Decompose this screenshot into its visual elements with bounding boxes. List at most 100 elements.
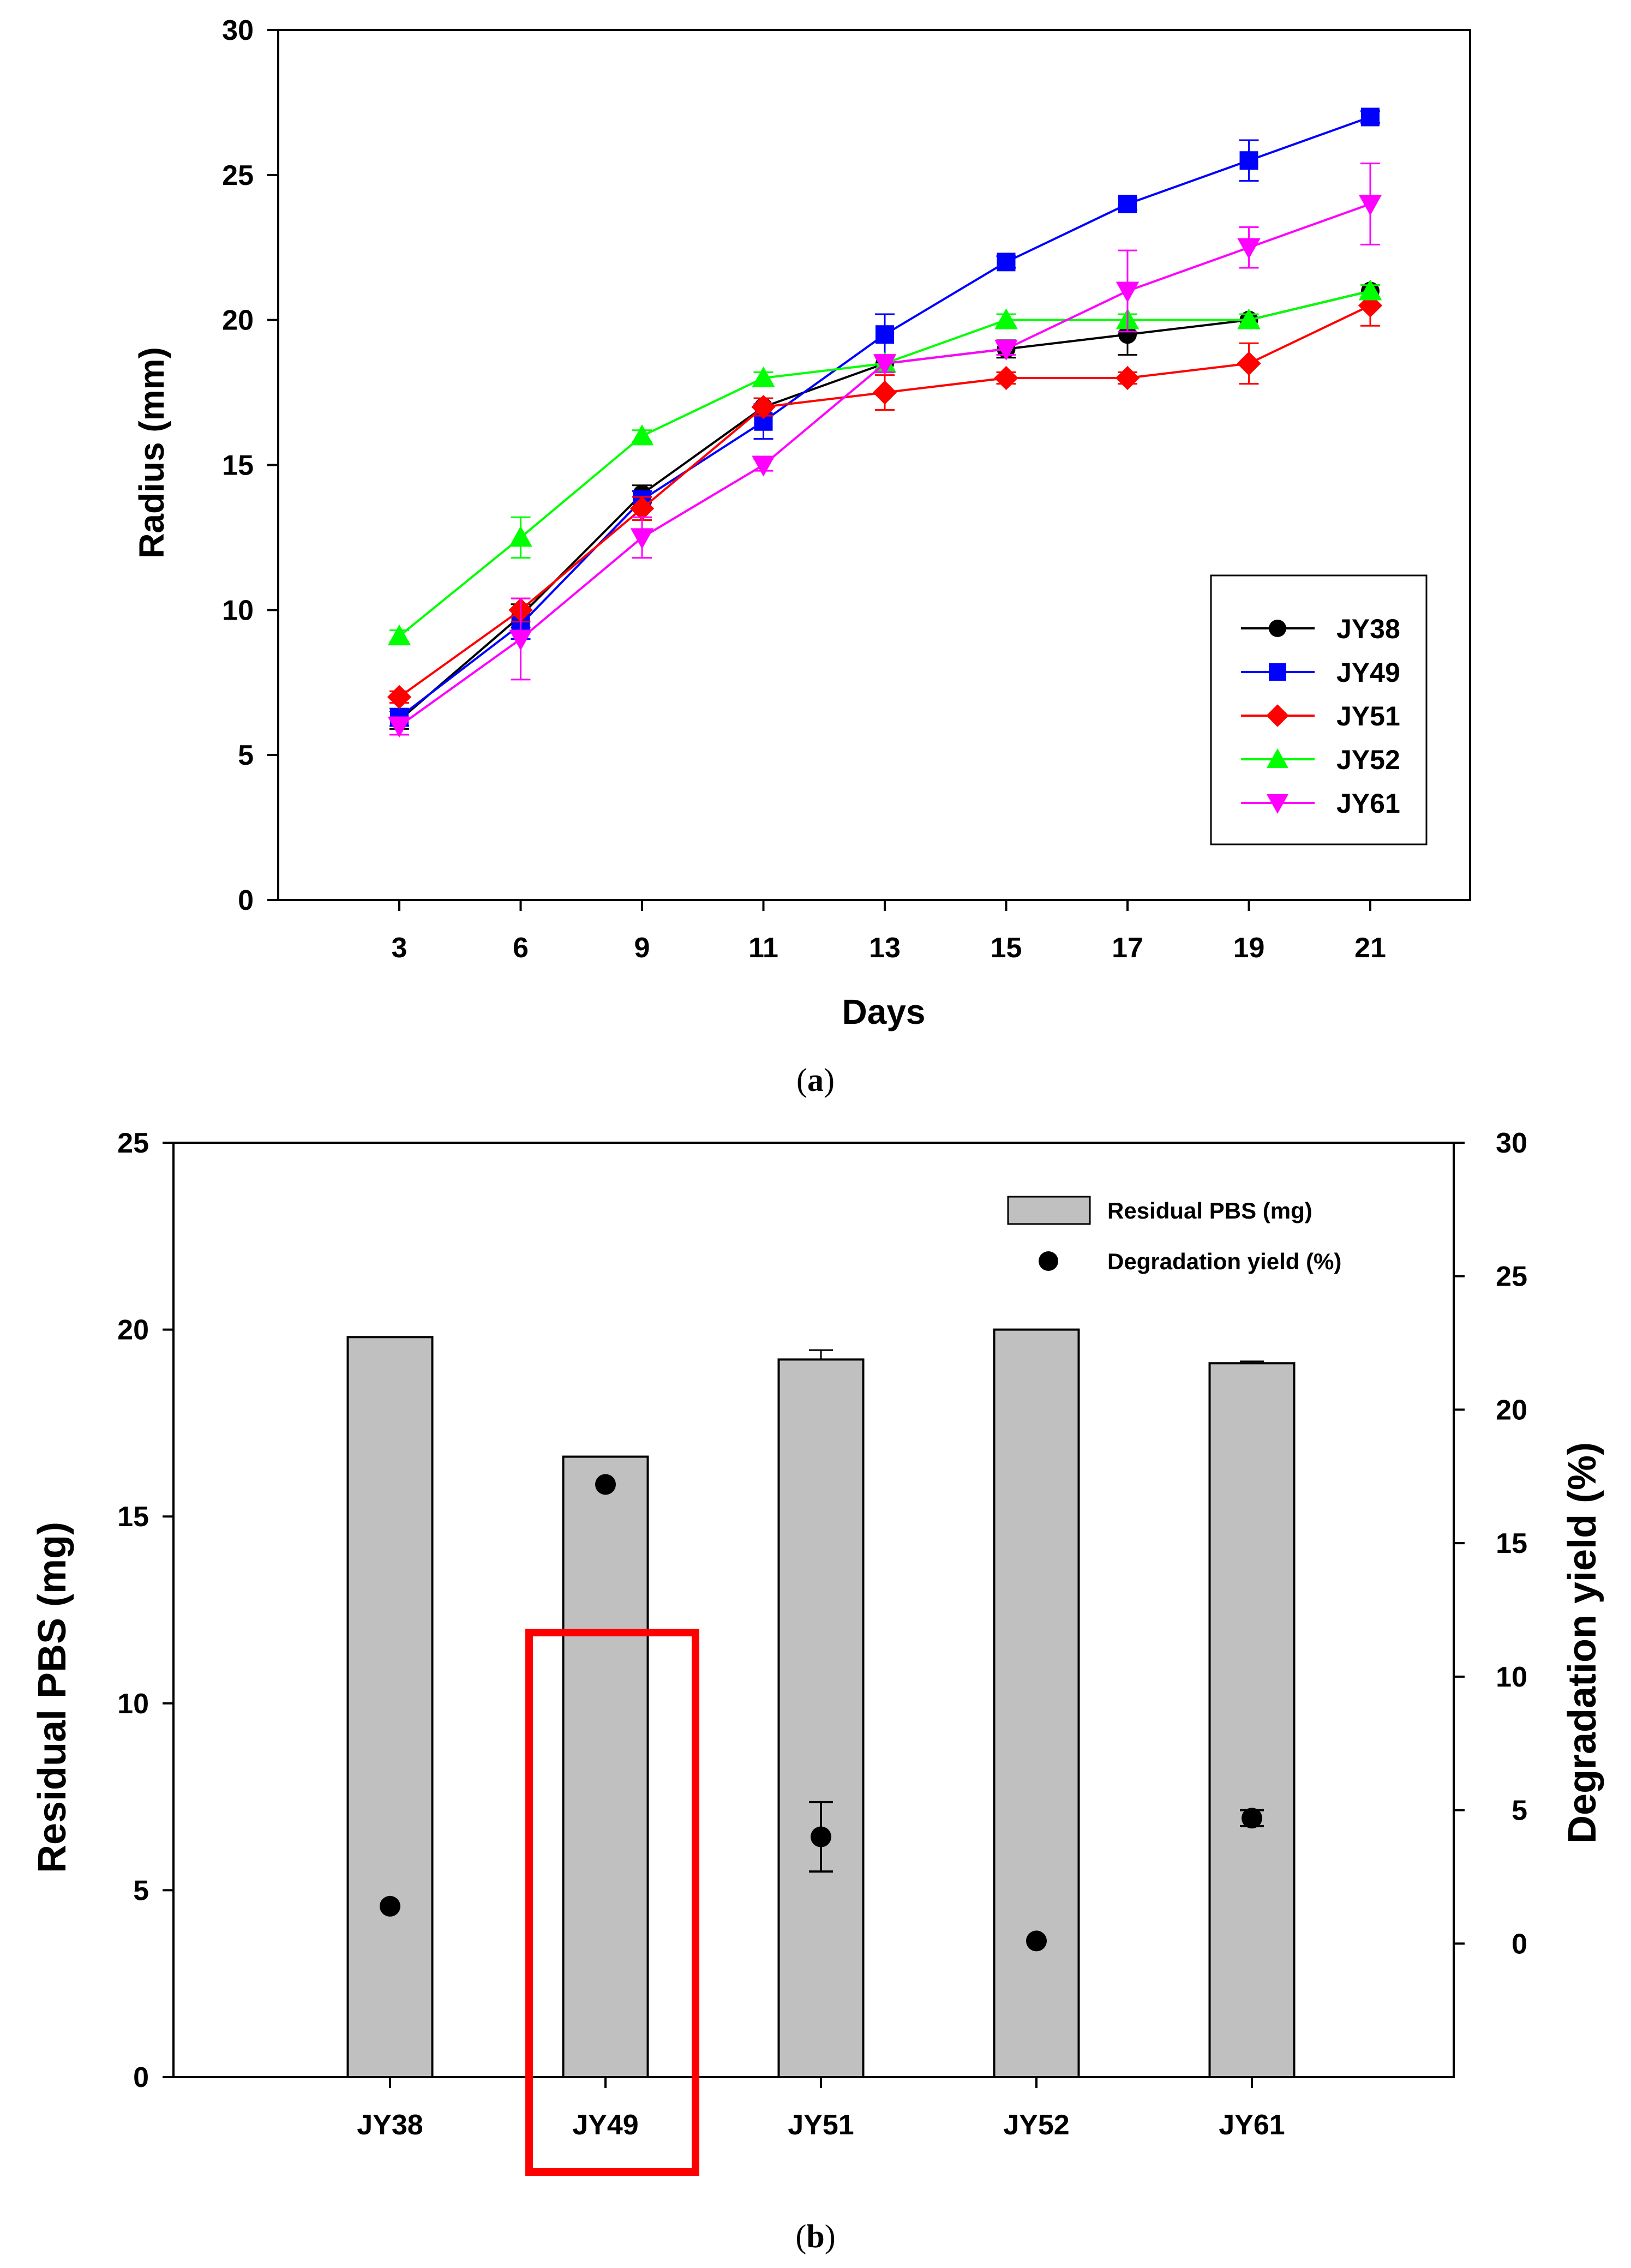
y-tick-label: 0 [133,2062,149,2093]
legend-item-jy38: JY38 [1241,614,1400,644]
x-tick-label: JY51 [788,2109,854,2141]
x-tick-label: 17 [1112,932,1143,964]
legend-label-degradation-yield: Degradation yield (%) [1107,1249,1341,1274]
y-tick-label: 10 [117,1688,149,1720]
chart-a-series [387,107,1383,738]
legend-item-jy52: JY52 [1241,745,1400,775]
legend-label: JY38 [1336,614,1400,644]
data-point [1361,107,1380,127]
chart-b-y-ticks: 0 5 10 15 20 25 [117,1127,173,2093]
x-tick-label: 19 [1233,932,1265,964]
data-point [994,308,1018,329]
y2-tick-label: 0 [1512,1928,1527,1960]
y-tick-label: 15 [117,1501,149,1533]
x-tick-label: 3 [392,932,407,964]
chart-b-y2-ticks: 0 5 10 15 20 25 30 [1454,1127,1527,1960]
data-point [876,325,894,344]
chart-b-highlight-box [525,1629,699,2176]
bar-jy49 [562,1455,649,2079]
point-jy52 [1026,1930,1047,1952]
x-tick-label: JY61 [1219,2109,1285,2141]
y-tick-label: 10 [222,595,254,626]
x-tick-label: 21 [1354,932,1386,964]
bar-jy38 [346,1336,434,2078]
chart-a-x-ticks: 3 6 9 11 13 15 17 19 21 [392,900,1386,964]
data-point [1116,281,1140,303]
y2-tick-label: 20 [1496,1394,1527,1426]
bar-jy52 [993,1328,1080,2079]
chart-a-y-ticks: 0 5 10 15 20 25 30 [222,15,278,916]
data-point [1237,351,1261,376]
point-jy61 [1242,1808,1262,1829]
data-point [387,624,411,646]
legend-marker [1269,663,1286,681]
data-point [1358,279,1382,301]
legend-swatch-residual-pbs [1007,1196,1091,1225]
y-tick-label: 5 [133,1875,149,1906]
data-point [1237,308,1261,329]
data-point [630,528,654,549]
x-tick-label: 9 [634,932,650,964]
bar-jy51 [777,1358,865,2078]
data-point [387,685,412,709]
x-tick-label: 11 [748,932,778,964]
y-tick-label: 30 [222,15,254,46]
point-jy51 [811,1826,831,1847]
point-jy38 [380,1895,400,1917]
chart-a-panel-label: (a) [796,1062,835,1098]
data-point [751,395,776,419]
y-tick-label: 0 [238,885,254,916]
series-jy61 [387,163,1382,738]
data-point [1239,151,1258,170]
y-tick-label: 15 [222,450,254,482]
chart-a-y-axis-label: Radius (mm) [132,347,171,559]
y2-tick-label: 5 [1512,1795,1527,1827]
chart-b-bar: 0 5 10 15 20 25 0 5 10 15 20 25 30 JY38 JY49 JY51 JY52… [31,1127,1604,2254]
data-point [1118,325,1137,344]
legend-item-jy49: JY49 [1241,657,1400,688]
y-tick-label: 5 [238,740,254,771]
chart-b-y-axis-label: Residual PBS (mg) [31,1522,74,1873]
data-point [509,526,532,547]
data-point [873,354,897,375]
data-point [752,366,775,387]
data-point [1358,195,1382,216]
data-point [387,717,411,738]
legend-marker-degradation-yield [1039,1251,1058,1271]
legend-label: JY61 [1336,788,1400,819]
chart-b-points [380,1474,1264,1952]
data-point [509,629,532,651]
legend-marker [1266,704,1289,727]
y2-tick-label: 15 [1496,1528,1527,1559]
legend-item-jy51: JY51 [1241,701,1400,731]
y2-tick-label: 25 [1496,1261,1527,1293]
data-point [1237,238,1261,259]
chart-a-legend: JY38 JY49 JY51 JY52 JY61 [1210,574,1428,845]
x-tick-label: JY49 [572,2109,638,2141]
bar-jy61 [1208,1362,1296,2079]
chart-a-legend-box [1210,574,1428,845]
data-point [630,424,654,446]
data-point [1118,195,1137,213]
legend-label: JY51 [1336,701,1400,731]
legend-label-residual-pbs: Residual PBS (mg) [1107,1198,1312,1223]
data-point [997,253,1016,272]
point-jy49 [595,1474,616,1495]
legend-marker [1267,748,1288,768]
data-point [994,339,1018,361]
legend-item-jy61: JY61 [1241,788,1400,819]
chart-b-bars [346,1328,1296,2079]
legend-marker [1267,794,1288,814]
chart-b-y2-axis-label: Degradation yield (%) [1561,1442,1604,1844]
data-point [752,455,775,477]
chart-a-x-axis-label: Days [842,992,926,1031]
data-point [1115,365,1140,391]
legend-label: JY49 [1336,657,1400,688]
x-tick-label: 15 [991,932,1022,964]
x-tick-label: JY52 [1003,2109,1069,2141]
y-tick-label: 20 [117,1315,149,1346]
x-tick-label: 6 [513,932,529,964]
y-tick-label: 25 [117,1127,149,1159]
legend-marker [1269,620,1286,637]
